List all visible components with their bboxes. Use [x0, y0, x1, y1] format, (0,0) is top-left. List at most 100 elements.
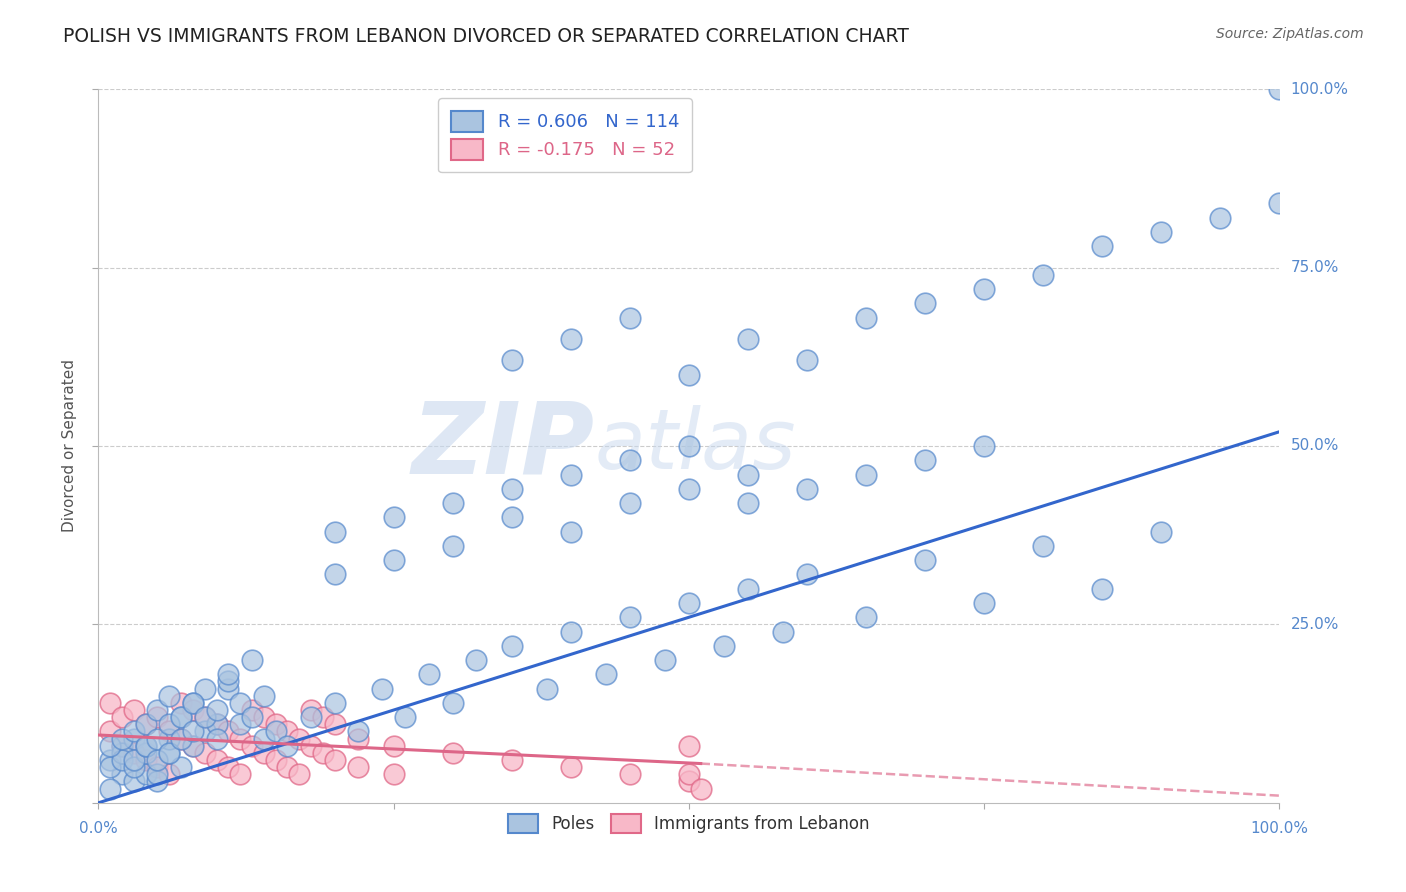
Point: [288, 731, 311, 746]
Point: [205, 717, 228, 731]
Text: atlas: atlas: [595, 406, 796, 486]
Point: [323, 753, 346, 767]
Point: [382, 739, 405, 753]
Point: [678, 482, 700, 496]
Point: [240, 739, 263, 753]
Point: [619, 496, 641, 510]
Point: [299, 739, 322, 753]
Point: [737, 332, 759, 346]
Point: [560, 624, 582, 639]
Point: [217, 667, 239, 681]
Point: [689, 781, 711, 796]
Point: [501, 482, 523, 496]
Point: [772, 624, 794, 639]
Point: [135, 739, 157, 753]
Point: [194, 681, 217, 696]
Text: POLISH VS IMMIGRANTS FROM LEBANON DIVORCED OR SEPARATED CORRELATION CHART: POLISH VS IMMIGRANTS FROM LEBANON DIVORC…: [63, 27, 910, 45]
Point: [111, 739, 134, 753]
Point: [654, 653, 676, 667]
Point: [678, 739, 700, 753]
Point: [253, 731, 276, 746]
Point: [465, 653, 488, 667]
Point: [560, 332, 582, 346]
Point: [323, 696, 346, 710]
Point: [855, 610, 877, 624]
Point: [264, 753, 287, 767]
Point: [382, 553, 405, 567]
Point: [382, 510, 405, 524]
Point: [111, 731, 134, 746]
Point: [347, 731, 370, 746]
Point: [914, 453, 936, 467]
Point: [229, 717, 252, 731]
Point: [914, 296, 936, 310]
Point: [170, 710, 193, 724]
Y-axis label: Divorced or Separated: Divorced or Separated: [62, 359, 77, 533]
Point: [157, 731, 180, 746]
Point: [441, 496, 464, 510]
Point: [111, 753, 134, 767]
Point: [560, 467, 582, 482]
Point: [253, 689, 276, 703]
Point: [323, 524, 346, 539]
Point: [170, 710, 193, 724]
Point: [264, 717, 287, 731]
Point: [796, 482, 818, 496]
Text: 0.0%: 0.0%: [79, 822, 118, 837]
Point: [973, 439, 995, 453]
Point: [560, 760, 582, 774]
Point: [146, 760, 169, 774]
Point: [111, 746, 134, 760]
Point: [619, 610, 641, 624]
Point: [170, 731, 193, 746]
Point: [855, 467, 877, 482]
Point: [1209, 211, 1232, 225]
Point: [501, 753, 523, 767]
Point: [347, 760, 370, 774]
Point: [288, 767, 311, 781]
Point: [264, 724, 287, 739]
Text: 25.0%: 25.0%: [1291, 617, 1339, 632]
Point: [146, 774, 169, 789]
Point: [229, 731, 252, 746]
Point: [619, 767, 641, 781]
Point: [98, 753, 121, 767]
Point: [194, 724, 217, 739]
Point: [737, 467, 759, 482]
Point: [135, 767, 157, 781]
Point: [441, 746, 464, 760]
Point: [240, 710, 263, 724]
Point: [217, 760, 239, 774]
Point: [205, 753, 228, 767]
Point: [181, 724, 204, 739]
Point: [122, 724, 145, 739]
Point: [122, 774, 145, 789]
Point: [194, 746, 217, 760]
Point: [394, 710, 416, 724]
Point: [678, 368, 700, 382]
Point: [441, 539, 464, 553]
Point: [111, 767, 134, 781]
Point: [111, 739, 134, 753]
Point: [323, 567, 346, 582]
Point: [217, 674, 239, 689]
Text: 75.0%: 75.0%: [1291, 260, 1339, 275]
Point: [205, 717, 228, 731]
Point: [1032, 268, 1054, 282]
Point: [240, 653, 263, 667]
Point: [146, 703, 169, 717]
Point: [146, 710, 169, 724]
Text: 50.0%: 50.0%: [1291, 439, 1339, 453]
Point: [347, 724, 370, 739]
Point: [1268, 196, 1291, 211]
Point: [111, 710, 134, 724]
Point: [170, 760, 193, 774]
Point: [157, 767, 180, 781]
Point: [299, 710, 322, 724]
Point: [181, 739, 204, 753]
Point: [323, 717, 346, 731]
Point: [678, 596, 700, 610]
Point: [382, 767, 405, 781]
Point: [501, 510, 523, 524]
Point: [122, 760, 145, 774]
